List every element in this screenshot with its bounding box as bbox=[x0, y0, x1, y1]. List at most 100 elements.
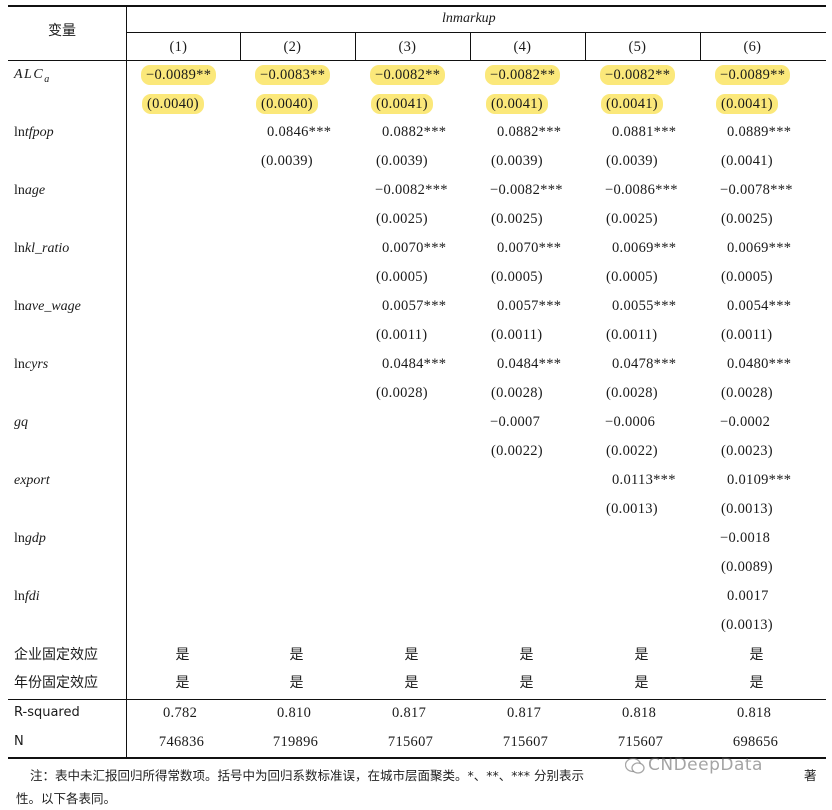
stat-cell: 0.782 bbox=[163, 705, 198, 721]
coefficient-cell: 0.0889*** bbox=[727, 124, 792, 140]
coefficient-cell: −0.0083** bbox=[255, 65, 331, 85]
column-header: (3) bbox=[398, 39, 417, 55]
row-label: lngdp bbox=[14, 530, 46, 548]
fixed-effect-cell: 是 bbox=[175, 647, 190, 663]
var-name: fdi bbox=[24, 589, 40, 604]
col-divider-3 bbox=[470, 33, 471, 61]
coefficient-cell: 0.0017 bbox=[727, 588, 769, 604]
std-error-cell: (0.0041) bbox=[601, 94, 663, 114]
fixed-effect-cell: 是 bbox=[519, 647, 534, 663]
fixed-effect-cell: 是 bbox=[289, 647, 304, 663]
row-label-text: lncyrs bbox=[14, 357, 48, 372]
col-divider-5 bbox=[700, 33, 701, 61]
std-error-cell: (0.0028) bbox=[606, 385, 658, 401]
row-label: gq bbox=[14, 414, 28, 432]
row-label-text: lntfpop bbox=[14, 125, 54, 140]
fixed-effect-label: 企业固定效应 bbox=[14, 647, 98, 663]
row-label-text: lnave_wage bbox=[14, 299, 81, 314]
ln-prefix: ln bbox=[14, 183, 25, 198]
col-divider-0 bbox=[126, 6, 127, 758]
subheader-rule bbox=[126, 32, 826, 33]
std-error-cell: (0.0041) bbox=[716, 94, 778, 114]
stat-label: R-squared bbox=[14, 705, 80, 720]
std-error-cell: (0.0013) bbox=[721, 501, 773, 517]
stat-cell: 715607 bbox=[502, 734, 549, 750]
stat-cell: 0.817 bbox=[392, 705, 427, 721]
fixed-effect-cell: 是 bbox=[634, 647, 649, 663]
std-error-cell: (0.0039) bbox=[606, 153, 658, 169]
ln-prefix: ln bbox=[14, 531, 25, 546]
std-error-cell: (0.0022) bbox=[606, 443, 658, 459]
std-error-cell: (0.0013) bbox=[606, 501, 658, 517]
coefficient-cell: 0.0881*** bbox=[612, 124, 677, 140]
coefficient-cell: 0.0069*** bbox=[727, 240, 792, 256]
std-error-cell: (0.0011) bbox=[376, 327, 428, 343]
row-label: lncyrs bbox=[14, 356, 48, 374]
row-label: lnave_wage bbox=[14, 298, 81, 316]
var-name: age bbox=[24, 183, 46, 198]
col-divider-2 bbox=[355, 33, 356, 61]
dependent-variable-header: lnmarkup bbox=[442, 11, 496, 26]
row-label: lntfpop bbox=[14, 124, 54, 142]
std-error-cell: (0.0011) bbox=[491, 327, 543, 343]
coefficient-cell: 0.0109*** bbox=[727, 472, 792, 488]
std-error-cell: (0.0028) bbox=[721, 385, 773, 401]
top-rule bbox=[8, 5, 826, 7]
stats-top-rule bbox=[8, 699, 826, 700]
row-label: lnfdi bbox=[14, 588, 40, 606]
stat-cell: 698656 bbox=[732, 734, 779, 750]
note-line-2-fragment: 著 bbox=[804, 768, 817, 783]
coefficient-cell: −0.0078*** bbox=[720, 182, 793, 198]
coefficient-cell: 0.0057*** bbox=[382, 298, 447, 314]
std-error-cell: (0.0025) bbox=[721, 211, 773, 227]
column-header: (6) bbox=[743, 39, 762, 55]
coefficient-cell: 0.0484*** bbox=[497, 356, 562, 372]
ln-prefix: ln bbox=[14, 589, 25, 604]
std-error-cell: (0.0025) bbox=[491, 211, 543, 227]
std-error-cell: (0.0011) bbox=[721, 327, 773, 343]
coefficient-cell: −0.0089** bbox=[715, 65, 791, 85]
wechat-icon bbox=[625, 757, 645, 774]
column-header: (1) bbox=[169, 39, 188, 55]
std-error-cell: (0.0039) bbox=[491, 153, 543, 169]
fixed-effect-cell: 是 bbox=[749, 675, 764, 691]
coefficient-cell: −0.0082** bbox=[370, 65, 446, 85]
std-error-cell: (0.0005) bbox=[376, 269, 428, 285]
coefficient-cell: 0.0478*** bbox=[612, 356, 677, 372]
std-error-cell: (0.0040) bbox=[256, 94, 318, 114]
coefficient-cell: 0.0057*** bbox=[497, 298, 562, 314]
ln-prefix: ln bbox=[14, 357, 25, 372]
std-error-cell: (0.0022) bbox=[491, 443, 543, 459]
header-bottom-rule bbox=[8, 60, 826, 61]
coefficient-cell: 0.0069*** bbox=[612, 240, 677, 256]
row-label: lnage bbox=[14, 182, 45, 200]
coefficient-cell: −0.0086*** bbox=[605, 182, 678, 198]
stat-cell: 719896 bbox=[272, 734, 319, 750]
row-label-subscript: a bbox=[44, 73, 50, 85]
watermark-text: CNDeepData bbox=[648, 755, 763, 775]
coefficient-cell: 0.0480*** bbox=[727, 356, 792, 372]
stat-cell: 0.818 bbox=[622, 705, 657, 721]
stat-cell: 715607 bbox=[617, 734, 664, 750]
coefficient-cell: −0.0002 bbox=[720, 414, 771, 430]
std-error-cell: (0.0005) bbox=[721, 269, 773, 285]
std-error-cell: (0.0013) bbox=[721, 617, 773, 633]
row-label-text: export bbox=[14, 473, 50, 488]
stat-cell: 715607 bbox=[387, 734, 434, 750]
fixed-effect-label: 年份固定效应 bbox=[14, 675, 98, 691]
std-error-cell: (0.0005) bbox=[491, 269, 543, 285]
row-label-text: lngdp bbox=[14, 531, 46, 546]
std-error-cell: (0.0041) bbox=[486, 94, 548, 114]
var-name: ave_wage bbox=[24, 299, 81, 314]
column-header: (2) bbox=[283, 39, 302, 55]
std-error-cell: (0.0028) bbox=[491, 385, 543, 401]
fixed-effect-cell: 是 bbox=[289, 675, 304, 691]
coefficient-cell: −0.0007 bbox=[490, 414, 541, 430]
std-error-cell: (0.0039) bbox=[261, 153, 313, 169]
coefficient-cell: 0.0055*** bbox=[612, 298, 677, 314]
stat-cell: 746836 bbox=[158, 734, 205, 750]
coefficient-cell: −0.0082*** bbox=[490, 182, 563, 198]
row-label-text: ALC bbox=[14, 67, 45, 82]
ln-prefix: ln bbox=[14, 241, 25, 256]
coefficient-cell: 0.0070*** bbox=[382, 240, 447, 256]
